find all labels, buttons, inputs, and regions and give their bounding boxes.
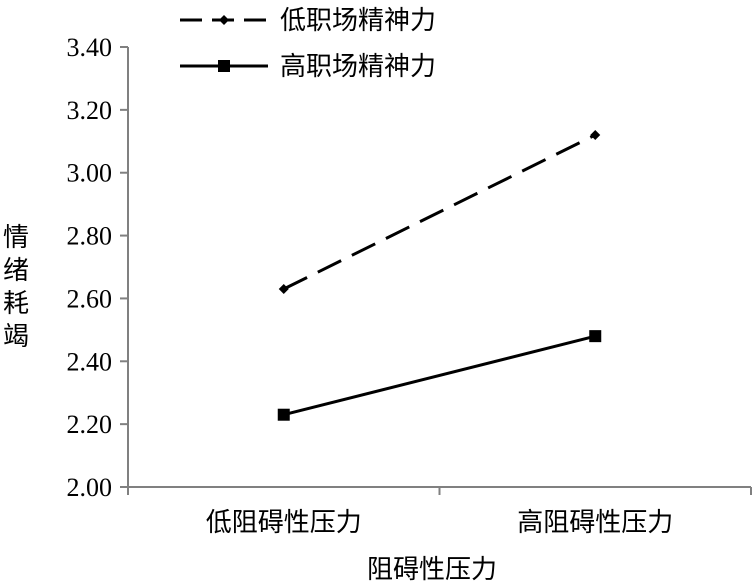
data-point-square (277, 408, 290, 421)
x-ticks: 低阻碍性压力 高阻碍性压力 (127, 487, 752, 538)
series-line (283, 334, 596, 417)
x-axis-title: 阻碍性压力 (367, 555, 497, 584)
data-point-diamond (278, 284, 289, 294)
y-tick-label: 2.00 (67, 473, 113, 502)
y-tick-label: 3.20 (67, 96, 113, 125)
series-line (283, 133, 596, 291)
data-point-diamond (590, 130, 601, 140)
data-point-square (589, 330, 602, 343)
y-tick-label: 3.40 (67, 33, 113, 62)
data-point-diamond (219, 15, 229, 25)
legend-label: 高职场精神力 (280, 52, 436, 82)
legend-label: 低职场精神力 (280, 6, 436, 36)
y-tick-label: 2.20 (67, 410, 113, 439)
y-ticks: 2.00 2.20 2.40 2.60 2.80 3.00 3.20 3.40 (67, 33, 128, 502)
y-tick-label: 2.40 (67, 347, 113, 376)
y-axis-title-char: 竭 (3, 322, 29, 352)
y-tick-label: 2.60 (67, 284, 113, 313)
series-1 (277, 330, 602, 421)
axes (127, 47, 751, 488)
y-axis-title: 情绪耗竭 (3, 223, 29, 352)
series-0 (278, 130, 601, 294)
series-layer (277, 130, 602, 421)
x-tick-label: 低阻碍性压力 (206, 508, 362, 538)
y-tick-label: 2.80 (67, 222, 113, 251)
y-axis-title-char: 情 (3, 223, 29, 253)
y-axis-title-char: 绪 (3, 256, 29, 286)
y-tick-label: 3.00 (67, 159, 113, 188)
x-tick-label: 高阻碍性压力 (517, 508, 673, 538)
data-point-square (218, 60, 230, 72)
y-axis-title-char: 耗 (3, 289, 29, 319)
